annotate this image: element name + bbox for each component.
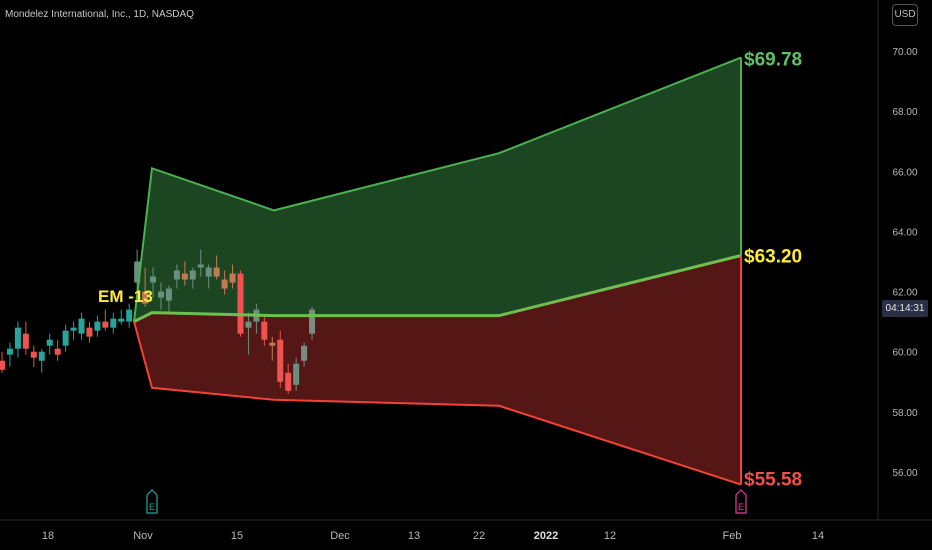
x-tick-label: Nov [133,530,153,542]
lower-band-line [133,321,742,486]
earnings-marker-past: E [146,489,158,514]
y-tick-label: 68.00 [892,107,917,118]
candle-body [30,351,37,358]
candle-body [38,351,45,361]
candle-body [173,270,180,280]
em-label: EM -13 [98,287,153,306]
upper-target-label: $69.78 [744,50,802,71]
candle-body [78,318,85,334]
candle-body [205,267,212,277]
candle-body [229,273,236,283]
candle-body [6,348,13,355]
x-tick-label: 14 [812,530,824,542]
candle-body [197,264,204,268]
candle-body [46,339,53,346]
x-tick-label: 2022 [534,530,558,542]
candle-body [181,273,188,280]
y-tick-label: 62.00 [892,288,917,299]
candle-body [293,363,300,385]
earnings-marker-shape [146,489,158,514]
candle-body [221,279,228,289]
candle-body [269,342,276,346]
candle-body [94,321,101,331]
currency-button[interactable]: USD [892,4,918,26]
x-tick-label: 13 [408,530,420,542]
candle-body [158,291,164,298]
candle-body [22,333,29,349]
candle-body [261,321,268,340]
candle-body [245,321,252,328]
y-tick-label: 70.00 [892,47,917,58]
candle-body [62,330,69,346]
candle-body [86,327,93,337]
candle-body [118,318,125,322]
x-tick-label: 15 [231,530,243,542]
candle-body [110,318,117,328]
lower-band-fill [134,255,741,485]
candle-body [70,327,77,331]
candle-body [142,291,149,304]
chart-title: Mondelez International, Inc., 1D, NASDAQ [5,9,194,20]
y-tick-label: 56.00 [892,468,917,479]
earnings-marker-text: E [738,502,744,512]
candle-body [150,276,157,283]
x-tick-label: Feb [723,530,742,542]
candle-body [309,309,316,334]
x-tick-label: 12 [604,530,616,542]
y-tick-label: 64.00 [892,227,917,238]
candle-body [165,288,172,301]
candle-body [14,327,21,349]
candle-body [54,348,61,355]
y-tick-label: 66.00 [892,167,917,178]
earnings-marker-shape [735,489,747,514]
candle-body [213,267,220,277]
candle-body [277,339,284,382]
upper-band-line [133,56,742,322]
x-tick-label: Dec [330,530,350,542]
candle-body [301,345,308,361]
candle-body [126,309,133,322]
earnings-marker-future: E [735,489,747,514]
x-tick-label: 18 [42,530,54,542]
candle-body [189,270,196,280]
candle-body [102,321,109,328]
candle-body [237,273,244,334]
earnings-marker-text: E [149,502,155,512]
candle-body [0,360,5,370]
y-tick-label: 58.00 [892,408,917,419]
bar-countdown-badge: 04:14:31 [882,300,928,317]
upper-band-fill [134,57,741,322]
candle-body [134,261,141,283]
x-tick-label: 22 [473,530,485,542]
candle-body [285,372,292,391]
y-tick-label: 60.00 [892,348,917,359]
mid-target-label: $63.20 [744,246,802,267]
lower-target-label: $55.58 [744,470,802,491]
middle-band-line [133,254,742,323]
